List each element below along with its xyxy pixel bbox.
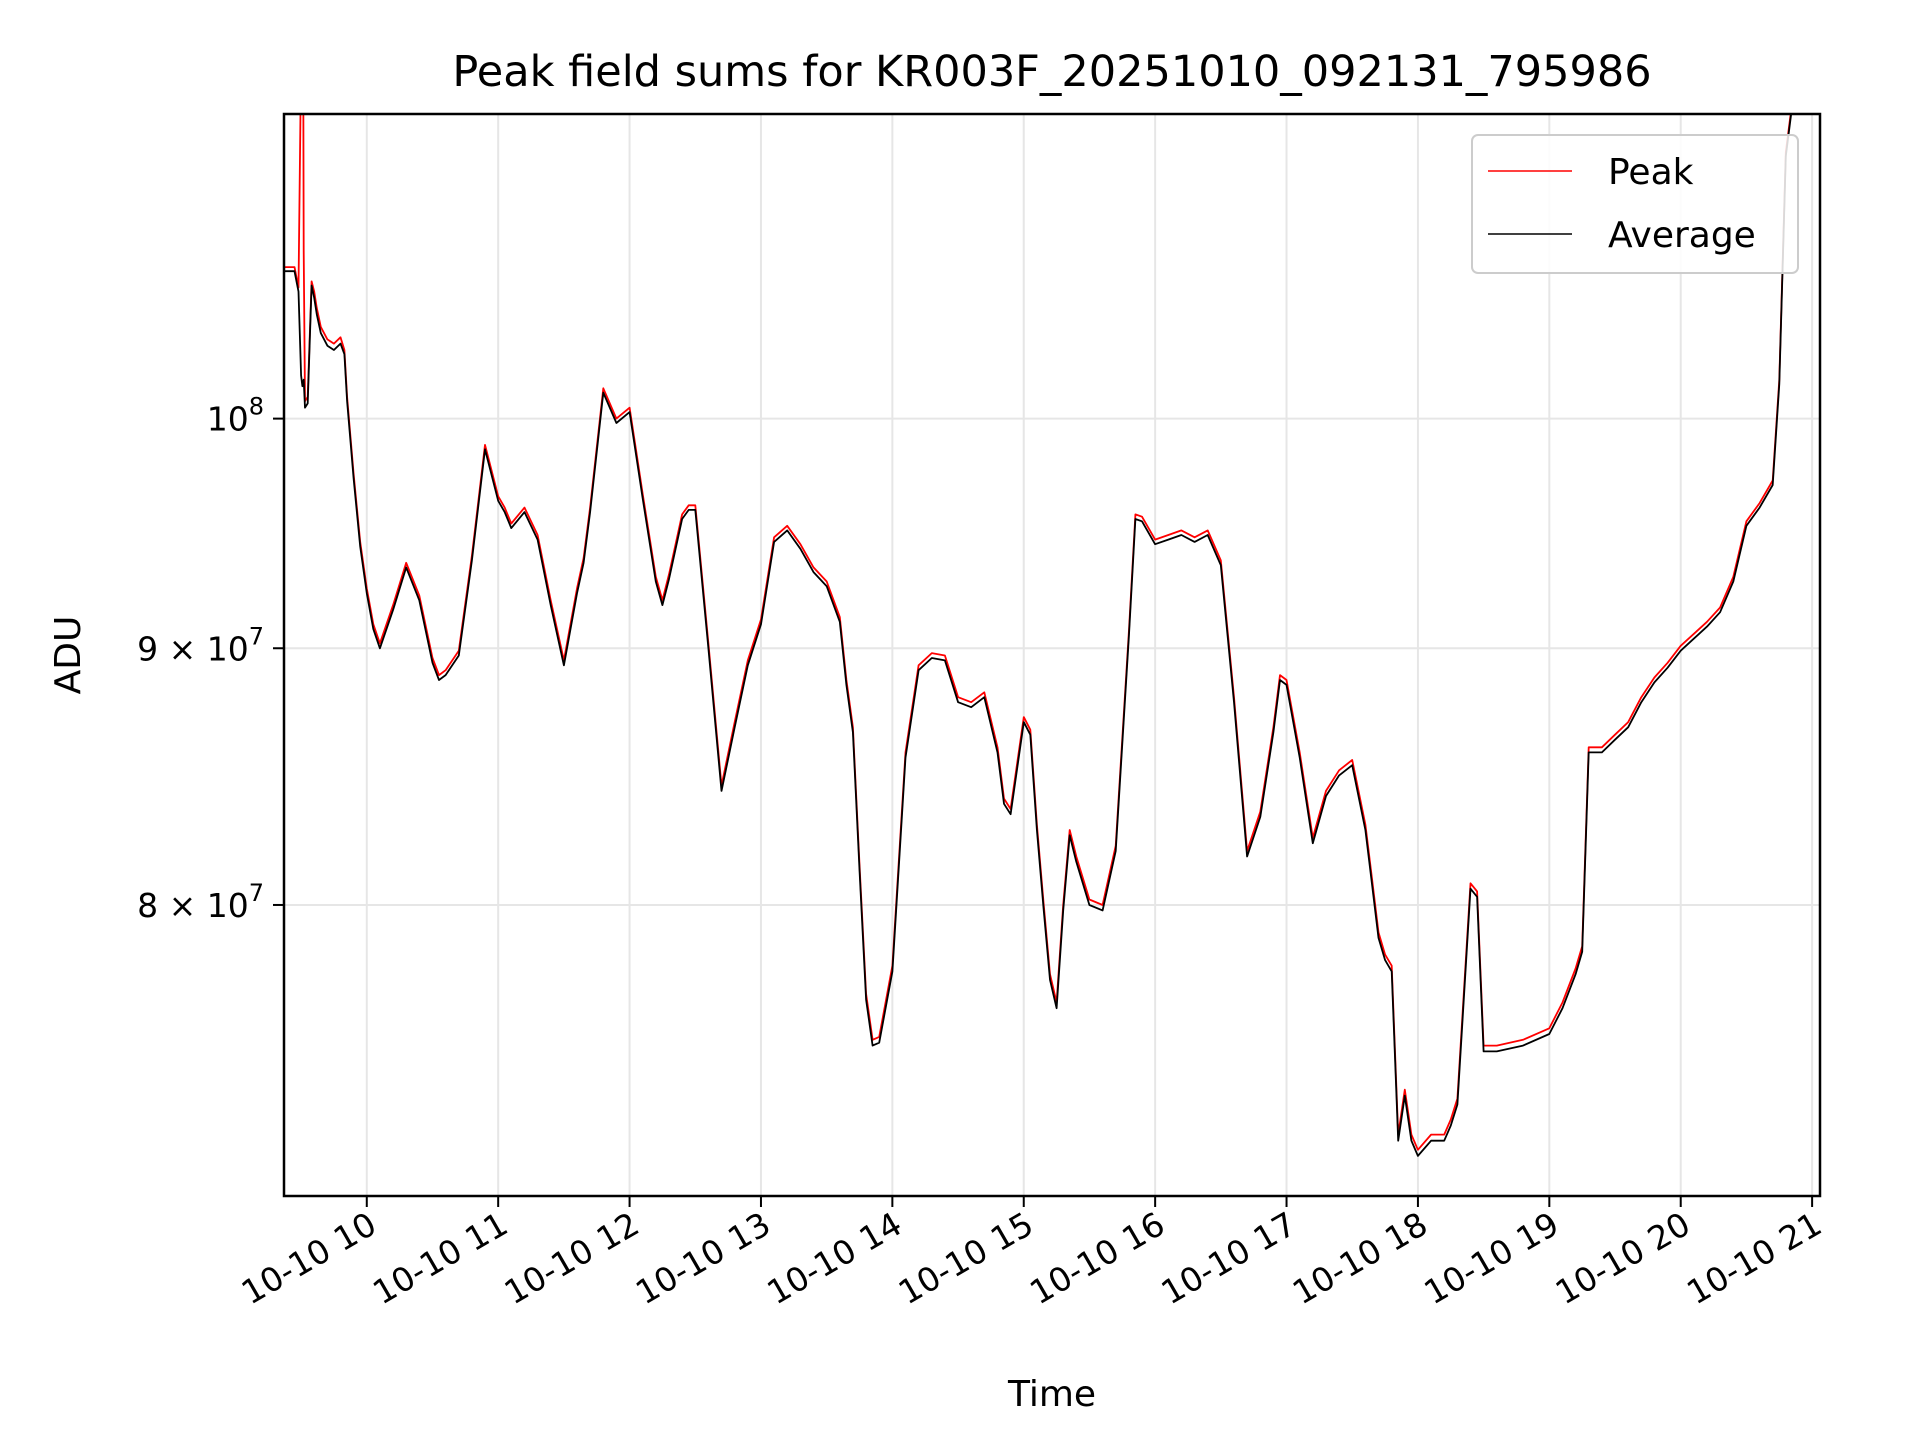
x-gridlines xyxy=(365,114,1814,1196)
plot-frame xyxy=(282,112,1822,1198)
x-axis-label: Time xyxy=(1007,1374,1096,1415)
series-layer xyxy=(284,114,1793,1157)
y-tick-label: 8 × 107 xyxy=(137,879,264,925)
y-axis-ticks: 8 × 107 9 × 107 108 xyxy=(137,393,284,925)
y-gridlines xyxy=(284,417,1820,906)
legend-average-label: Average xyxy=(1608,215,1756,256)
chart-title: Peak field sums for KR003F_20251010_0921… xyxy=(452,47,1651,97)
legend: Peak Average xyxy=(1471,134,1799,274)
y-axis-label: ADU xyxy=(48,616,89,695)
legend-peak-label: Peak xyxy=(1608,152,1694,193)
y-tick-label: 9 × 107 xyxy=(137,622,264,668)
series-line-average xyxy=(284,114,1793,1157)
legend-box xyxy=(1471,134,1799,274)
y-tick-label: 108 xyxy=(207,393,264,439)
